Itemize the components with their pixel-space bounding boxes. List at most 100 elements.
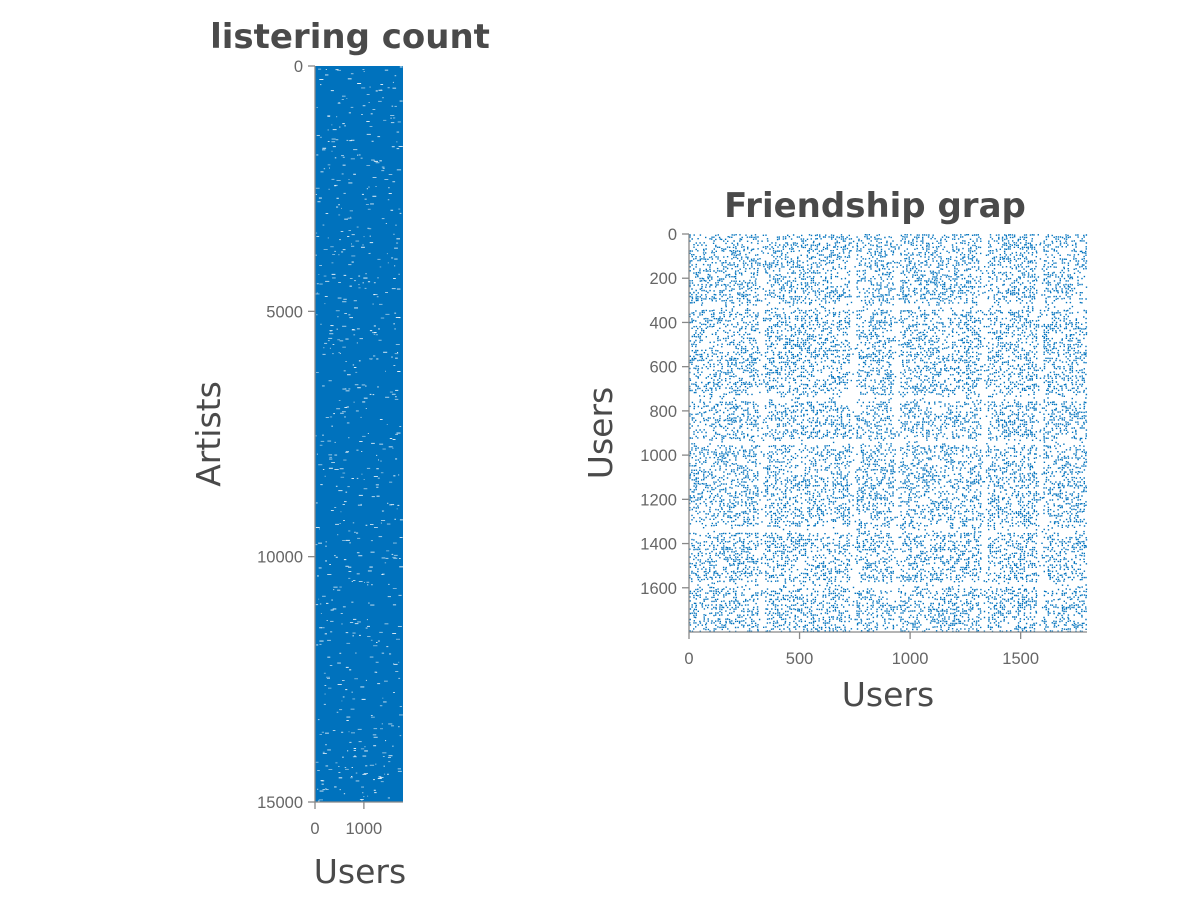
sparsity-gap — [338, 254, 340, 256]
sparsity-gap — [399, 100, 403, 102]
sparsity-gap — [391, 105, 394, 107]
sparsity-gap — [323, 249, 328, 250]
sparsity-gap — [395, 224, 397, 226]
sparsity-gap — [350, 777, 353, 779]
sparsity-gap — [333, 586, 338, 588]
sparsity-gap — [398, 594, 402, 596]
sparsity-gap — [370, 540, 373, 542]
sparsity-gap — [337, 662, 341, 664]
sparsity-gap — [371, 140, 374, 142]
sparsity-gap — [332, 730, 336, 731]
sparsity-gap — [322, 147, 327, 149]
sparsity-gap — [367, 584, 369, 586]
sparsity-gap — [349, 210, 353, 212]
sparsity-gap — [348, 179, 350, 180]
sparsity-gap — [332, 129, 337, 131]
sparsity-gap — [339, 652, 342, 654]
sparsity-gap — [322, 353, 326, 355]
sparsity-gap — [377, 477, 380, 479]
sparsity-gap — [336, 116, 338, 118]
sparsity-gap — [348, 571, 352, 572]
sparsity-gap — [329, 458, 333, 460]
sparsity-gap — [374, 671, 377, 673]
sparsity-gap — [383, 351, 388, 353]
sparsity-gap — [343, 793, 346, 795]
sparsity-gap — [375, 186, 377, 187]
sparsity-gap — [337, 69, 339, 70]
sparsity-gap — [356, 573, 360, 575]
sparsity-gap — [344, 767, 347, 768]
sparsity-gap — [356, 342, 358, 344]
sparsity-gap — [316, 107, 318, 108]
sparsity-gap — [335, 139, 339, 141]
sparsity-gap — [348, 314, 351, 316]
sparsity-gap — [331, 262, 334, 264]
y-tick-label: 0 — [668, 226, 677, 244]
sparsity-gap — [349, 278, 353, 279]
sparsity-gap — [354, 384, 359, 386]
sparsity-gap — [343, 192, 346, 194]
sparsity-gap — [370, 604, 375, 606]
sparsity-gap — [327, 164, 331, 166]
sparsity-gap — [346, 139, 349, 141]
sparsity-gap — [365, 627, 368, 629]
sparsity-gap — [337, 534, 339, 536]
sparsity-gap — [326, 678, 330, 679]
y-tick-label: 400 — [649, 314, 677, 332]
sparsity-gap — [315, 761, 319, 763]
sparsity-gap — [342, 756, 344, 758]
sparsity-gap — [373, 294, 378, 295]
sparsity-gap — [344, 125, 346, 127]
sparsity-gap — [348, 731, 350, 733]
sparsity-gap — [376, 642, 378, 643]
sparsity-gap — [375, 661, 379, 663]
sparsity-gap — [344, 218, 348, 220]
sparsity-gap — [325, 732, 329, 734]
sparsity-gap — [341, 731, 344, 733]
sparsity-gap — [381, 557, 386, 559]
sparsity-gap — [387, 199, 390, 201]
sparsity-gap — [337, 69, 341, 71]
sparsity-gap — [396, 131, 400, 133]
sparsity-gap — [349, 669, 352, 671]
sparsity-gap — [348, 230, 351, 231]
sparsity-gap — [330, 620, 334, 622]
sparsity-gap — [355, 772, 358, 774]
sparsity-gap — [354, 678, 358, 680]
sparsity-gap — [397, 121, 401, 123]
y-axis-label: Artists — [189, 381, 228, 487]
listening-count-panel: listering count 0 5000 10000 15000 0 1000 Use… — [189, 17, 490, 891]
sparsity-gap — [324, 685, 327, 686]
sparsity-gap — [321, 731, 324, 733]
sparsity-gap — [378, 339, 382, 341]
sparsity-gap — [388, 187, 390, 189]
x-tick-label: 1000 — [892, 650, 929, 668]
sparsity-gap — [354, 307, 358, 309]
sparsity-gap — [393, 475, 396, 477]
sparsity-gap — [373, 282, 376, 284]
sparsity-gap — [397, 371, 401, 372]
sparsity-gap — [337, 684, 342, 685]
sparsity-gap — [375, 763, 377, 765]
sparsity-gap — [350, 216, 352, 218]
sparsity-gap — [363, 479, 365, 480]
sparsity-gap — [341, 155, 344, 157]
sparsity-gap — [351, 478, 354, 479]
sparsity-gap — [358, 741, 362, 743]
sparsity-gap — [330, 330, 332, 332]
sparsity-gap — [353, 580, 356, 581]
sparsity-gap — [329, 665, 333, 666]
sparsity-gap — [331, 425, 333, 427]
sparsity-gap — [322, 149, 326, 151]
sparsity-gap — [363, 236, 365, 238]
sparsity-gap — [333, 589, 335, 591]
sparsity-gap — [382, 97, 384, 99]
sparsity-gap — [338, 490, 343, 492]
sparsity-gap — [331, 273, 336, 275]
sparsity-gap — [353, 750, 356, 751]
sparsity-gap — [357, 728, 362, 730]
sparsity-gap — [369, 252, 371, 254]
sparsity-gap — [399, 706, 402, 707]
sparsity-gap — [371, 159, 375, 161]
sparsity-gap — [337, 102, 341, 104]
